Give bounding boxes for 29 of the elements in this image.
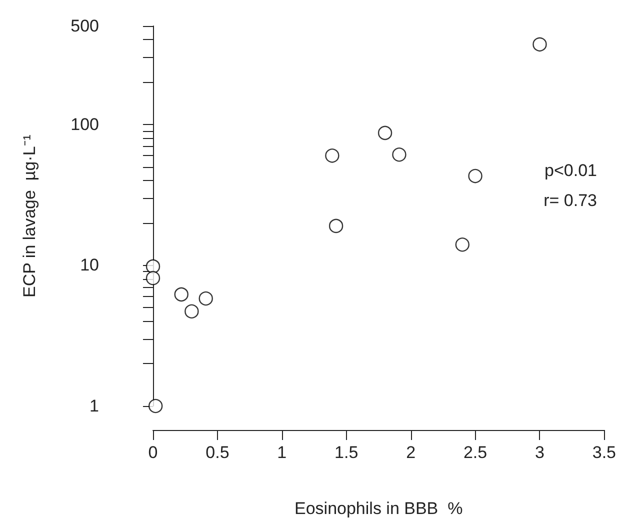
point: [184, 304, 199, 318]
point: [146, 259, 160, 274]
x-tick-label: 1: [277, 443, 287, 462]
y-tick-label: 10: [80, 256, 99, 275]
point: [174, 287, 188, 302]
x-tick-label: 0: [148, 443, 158, 462]
point: [468, 168, 482, 184]
point: [198, 291, 213, 306]
y-tick-label: 1: [90, 396, 99, 416]
y-tick-label: 100: [70, 114, 99, 134]
annotation: r= 0.73: [544, 191, 598, 210]
x-tick-label: 3.5: [592, 443, 616, 462]
point: [392, 148, 406, 162]
point: [532, 37, 547, 52]
x-tick-label: 2: [406, 443, 416, 462]
x-axis-title: Eosinophils in BBB %: [294, 499, 463, 518]
x-tick-label: 2.5: [463, 443, 488, 462]
point: [455, 238, 470, 252]
point: [148, 398, 163, 414]
y-tick-label: 500: [70, 16, 99, 36]
x-tick-label: 0.5: [206, 443, 230, 462]
annotation: p<0.01: [544, 161, 598, 180]
x-tick-label: 3: [534, 443, 544, 462]
y-axis-title: ECP in lavage µg·L⁻¹: [20, 134, 39, 298]
point: [328, 218, 344, 234]
point: [378, 126, 392, 140]
point: [325, 148, 340, 163]
x-tick-label: 1.5: [334, 443, 358, 462]
point: [146, 270, 160, 286]
